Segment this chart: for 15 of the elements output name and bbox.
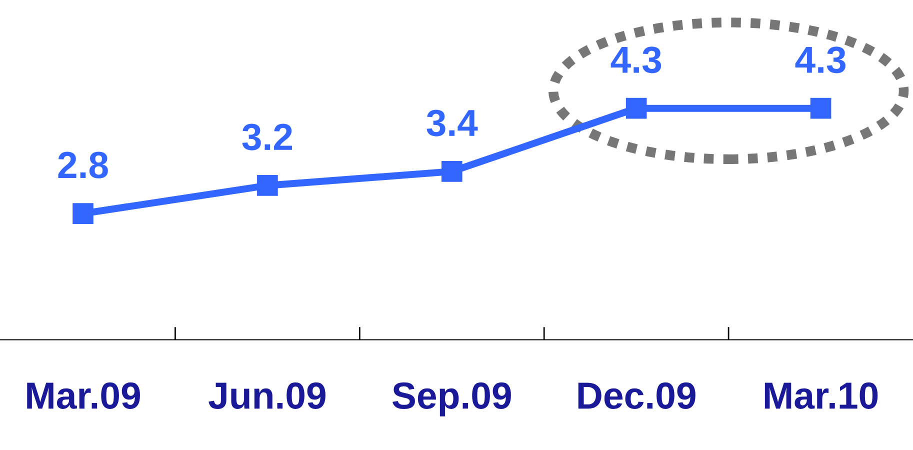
data-label: 2.8	[58, 152, 108, 178]
x-tick-label: Dec.09	[578, 382, 696, 409]
x-tick-label: Jun.09	[208, 382, 326, 409]
point	[257, 175, 278, 196]
data-label: 4.3	[610, 46, 662, 74]
data-label: 3.4	[426, 110, 478, 136]
x-tick-label: Mar.10	[764, 382, 878, 409]
x-tick-label: Sep.09	[392, 382, 511, 416]
point	[626, 98, 647, 119]
point	[441, 161, 462, 182]
x-tick-label: Mar.09	[27, 382, 140, 409]
point	[810, 98, 832, 119]
point	[72, 203, 94, 224]
data-label: 4.3	[795, 46, 846, 74]
data-label: 3.2	[242, 124, 292, 150]
